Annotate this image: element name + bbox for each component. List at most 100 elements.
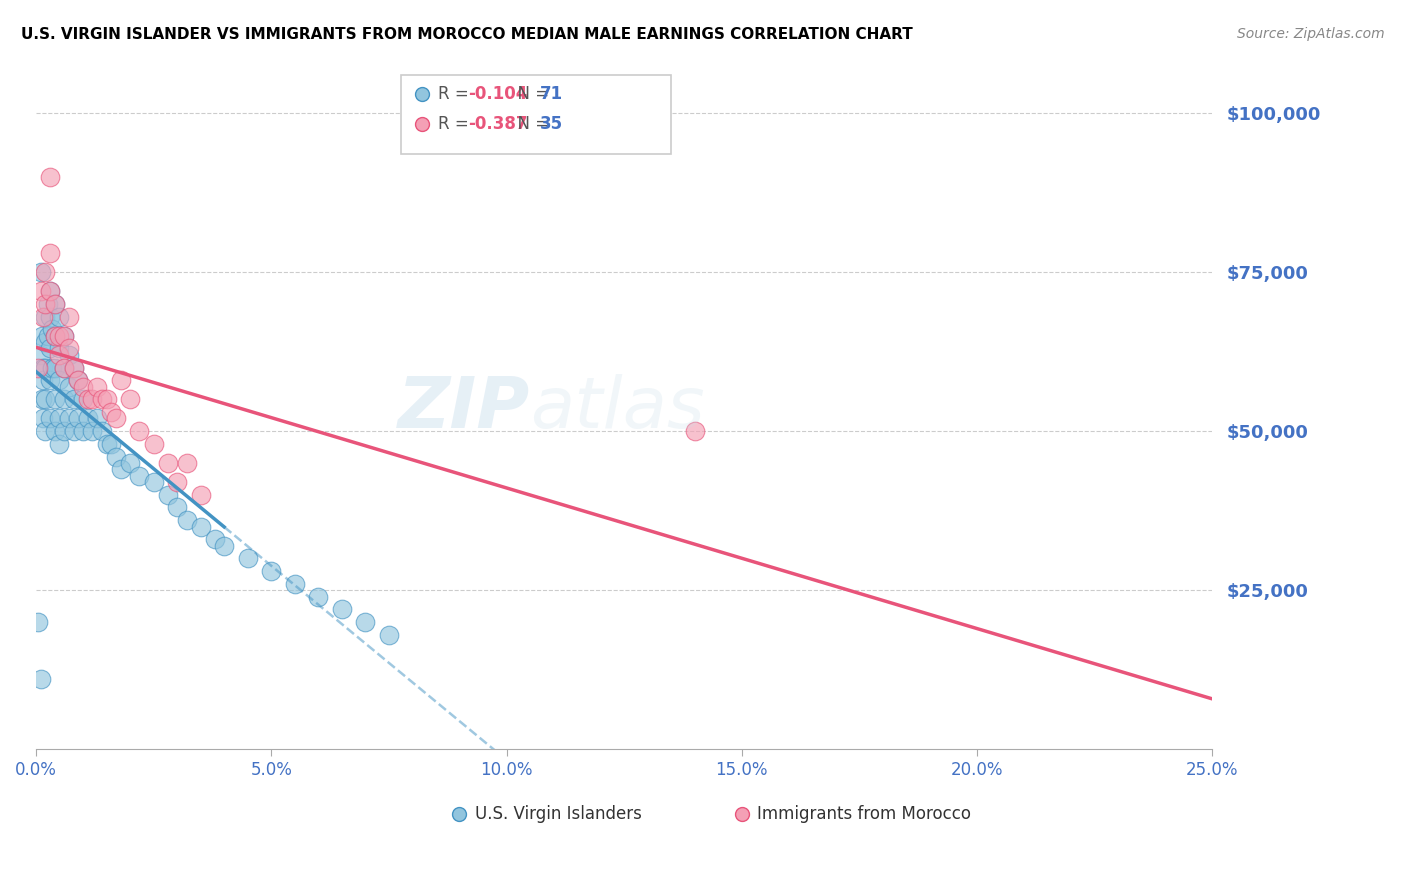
Point bbox=[156, 456, 179, 470]
Point bbox=[104, 411, 127, 425]
Text: U.S. VIRGIN ISLANDER VS IMMIGRANTS FROM MOROCCO MEDIAN MALE EARNINGS CORRELATION: U.S. VIRGIN ISLANDER VS IMMIGRANTS FROM … bbox=[21, 27, 912, 42]
Point bbox=[44, 328, 66, 343]
Point bbox=[30, 284, 52, 298]
Point bbox=[32, 373, 55, 387]
Point bbox=[82, 424, 104, 438]
Point bbox=[32, 411, 55, 425]
Point bbox=[72, 424, 94, 438]
Point bbox=[128, 424, 150, 438]
Point bbox=[34, 310, 56, 324]
Point bbox=[48, 411, 70, 425]
Point bbox=[67, 373, 90, 387]
Point bbox=[96, 392, 118, 407]
Point bbox=[39, 310, 62, 324]
Point bbox=[58, 342, 80, 356]
Point bbox=[48, 342, 70, 356]
Text: U.S. Virgin Islanders: U.S. Virgin Islanders bbox=[475, 805, 641, 823]
Text: atlas: atlas bbox=[530, 375, 704, 443]
Text: N =: N = bbox=[506, 115, 554, 133]
FancyBboxPatch shape bbox=[401, 75, 671, 153]
Point bbox=[120, 392, 142, 407]
Point bbox=[58, 348, 80, 362]
Point bbox=[31, 392, 53, 407]
Point bbox=[37, 328, 59, 343]
Point bbox=[76, 411, 98, 425]
Point bbox=[27, 360, 49, 375]
Point bbox=[90, 392, 112, 407]
Point bbox=[67, 373, 90, 387]
Text: ZIP: ZIP bbox=[398, 375, 530, 443]
Point bbox=[48, 310, 70, 324]
Point bbox=[34, 265, 56, 279]
Point bbox=[44, 392, 66, 407]
Point bbox=[48, 348, 70, 362]
Point bbox=[204, 533, 226, 547]
Text: 71: 71 bbox=[540, 85, 562, 103]
Point bbox=[30, 348, 52, 362]
Point bbox=[96, 437, 118, 451]
Point bbox=[176, 513, 198, 527]
Point bbox=[31, 328, 53, 343]
Point bbox=[39, 411, 62, 425]
Point bbox=[236, 551, 259, 566]
Point bbox=[378, 628, 401, 642]
Point bbox=[90, 424, 112, 438]
Point bbox=[27, 615, 49, 629]
Point bbox=[62, 392, 84, 407]
Text: R =: R = bbox=[439, 85, 474, 103]
Point bbox=[110, 373, 132, 387]
Point bbox=[166, 500, 188, 515]
Point bbox=[32, 360, 55, 375]
Point bbox=[39, 373, 62, 387]
Point bbox=[120, 456, 142, 470]
Point bbox=[39, 246, 62, 260]
Point bbox=[166, 475, 188, 489]
Point bbox=[110, 462, 132, 476]
Point bbox=[86, 411, 108, 425]
Text: -0.387: -0.387 bbox=[468, 115, 527, 133]
Point bbox=[62, 360, 84, 375]
Text: Immigrants from Morocco: Immigrants from Morocco bbox=[758, 805, 972, 823]
Point bbox=[39, 342, 62, 356]
Point bbox=[30, 672, 52, 686]
Point bbox=[41, 322, 63, 336]
Point bbox=[100, 405, 122, 419]
Point bbox=[34, 297, 56, 311]
Point bbox=[53, 360, 76, 375]
Point bbox=[58, 411, 80, 425]
Point bbox=[58, 379, 80, 393]
Point bbox=[53, 360, 76, 375]
Point bbox=[39, 169, 62, 184]
Point bbox=[34, 360, 56, 375]
Point bbox=[39, 284, 62, 298]
Point bbox=[212, 539, 235, 553]
Point bbox=[62, 424, 84, 438]
Point bbox=[58, 310, 80, 324]
Point bbox=[53, 328, 76, 343]
Point bbox=[44, 424, 66, 438]
Point bbox=[100, 437, 122, 451]
Point bbox=[354, 615, 377, 629]
Point bbox=[48, 373, 70, 387]
Point bbox=[44, 360, 66, 375]
Point bbox=[32, 310, 55, 324]
Point bbox=[72, 392, 94, 407]
Point bbox=[330, 602, 353, 616]
Point bbox=[53, 392, 76, 407]
Point bbox=[142, 475, 165, 489]
Point bbox=[41, 360, 63, 375]
Point bbox=[62, 360, 84, 375]
Point bbox=[86, 379, 108, 393]
Point bbox=[260, 564, 283, 578]
Point bbox=[44, 297, 66, 311]
Point bbox=[30, 265, 52, 279]
Point bbox=[190, 519, 212, 533]
Point bbox=[53, 328, 76, 343]
Point bbox=[76, 392, 98, 407]
Point bbox=[190, 488, 212, 502]
Point bbox=[82, 392, 104, 407]
Text: 35: 35 bbox=[540, 115, 562, 133]
Point bbox=[284, 577, 307, 591]
Point bbox=[34, 334, 56, 349]
Point bbox=[72, 379, 94, 393]
